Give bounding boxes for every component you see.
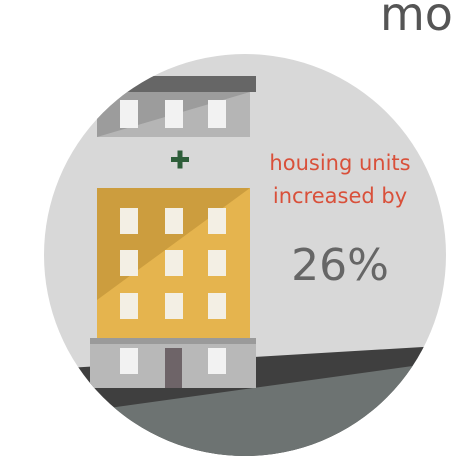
window bbox=[120, 348, 138, 374]
callout-line1: housing units bbox=[269, 151, 410, 175]
window bbox=[120, 100, 138, 128]
callout-value: 26% bbox=[291, 240, 389, 291]
window bbox=[208, 348, 226, 374]
callout-line2: increased by bbox=[273, 184, 407, 208]
circle-scene: housing units increased by 26% bbox=[0, 0, 456, 459]
ground-floor-band bbox=[90, 338, 256, 344]
window bbox=[208, 100, 226, 128]
infographic: mo housing units increased by 26% bbox=[0, 0, 456, 459]
roof bbox=[90, 76, 256, 92]
header-text: mo bbox=[380, 0, 453, 41]
windows bbox=[120, 208, 226, 319]
window bbox=[165, 100, 183, 128]
door bbox=[165, 348, 182, 388]
plus-sign bbox=[178, 151, 183, 169]
